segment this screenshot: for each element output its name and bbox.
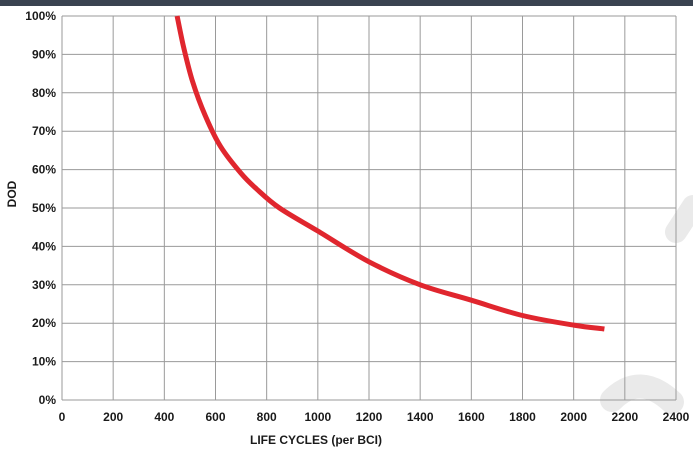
x-axis-ticks: 0 200 400 600 800 1000 1200 1400 1600 1800 2000 220… [59, 410, 690, 424]
y-tick-label: 0% [39, 393, 57, 407]
x-tick-label: 2000 [560, 410, 587, 424]
x-tick-label: 1200 [356, 410, 383, 424]
x-tick-label: 1400 [407, 410, 434, 424]
x-tick-label: 600 [205, 410, 225, 424]
x-tick-label: 400 [154, 410, 174, 424]
watermark [600, 195, 693, 414]
x-axis-title: LIFE CYCLES (per BCI) [250, 433, 382, 447]
y-tick-label: 70% [32, 124, 56, 138]
top-bar [0, 0, 693, 6]
x-tick-label: 2200 [611, 410, 638, 424]
y-tick-label: 30% [32, 278, 56, 292]
y-tick-label: 90% [32, 47, 56, 61]
y-axis-title: DOD [5, 180, 19, 207]
y-tick-label: 20% [32, 316, 56, 330]
x-tick-label: 0 [59, 410, 66, 424]
x-tick-label: 1600 [458, 410, 485, 424]
y-tick-label: 100% [25, 9, 56, 23]
y-tick-label: 60% [32, 163, 56, 177]
curve-layer [174, 15, 605, 332]
dod-curve [174, 15, 605, 332]
x-tick-label: 1000 [304, 410, 331, 424]
x-tick-label: 800 [257, 410, 277, 424]
y-axis-ticks: 0% 10% 20% 30% 40% 50% 60% 70% 80% 90% 100% [25, 9, 56, 407]
x-tick-label: 200 [103, 410, 123, 424]
y-tick-label: 10% [32, 355, 56, 369]
y-tick-label: 50% [32, 201, 56, 215]
x-tick-label: 1800 [509, 410, 536, 424]
x-tick-label: 2400 [663, 410, 690, 424]
grid [61, 15, 677, 401]
y-tick-label: 80% [32, 86, 56, 100]
y-tick-label: 40% [32, 239, 56, 253]
